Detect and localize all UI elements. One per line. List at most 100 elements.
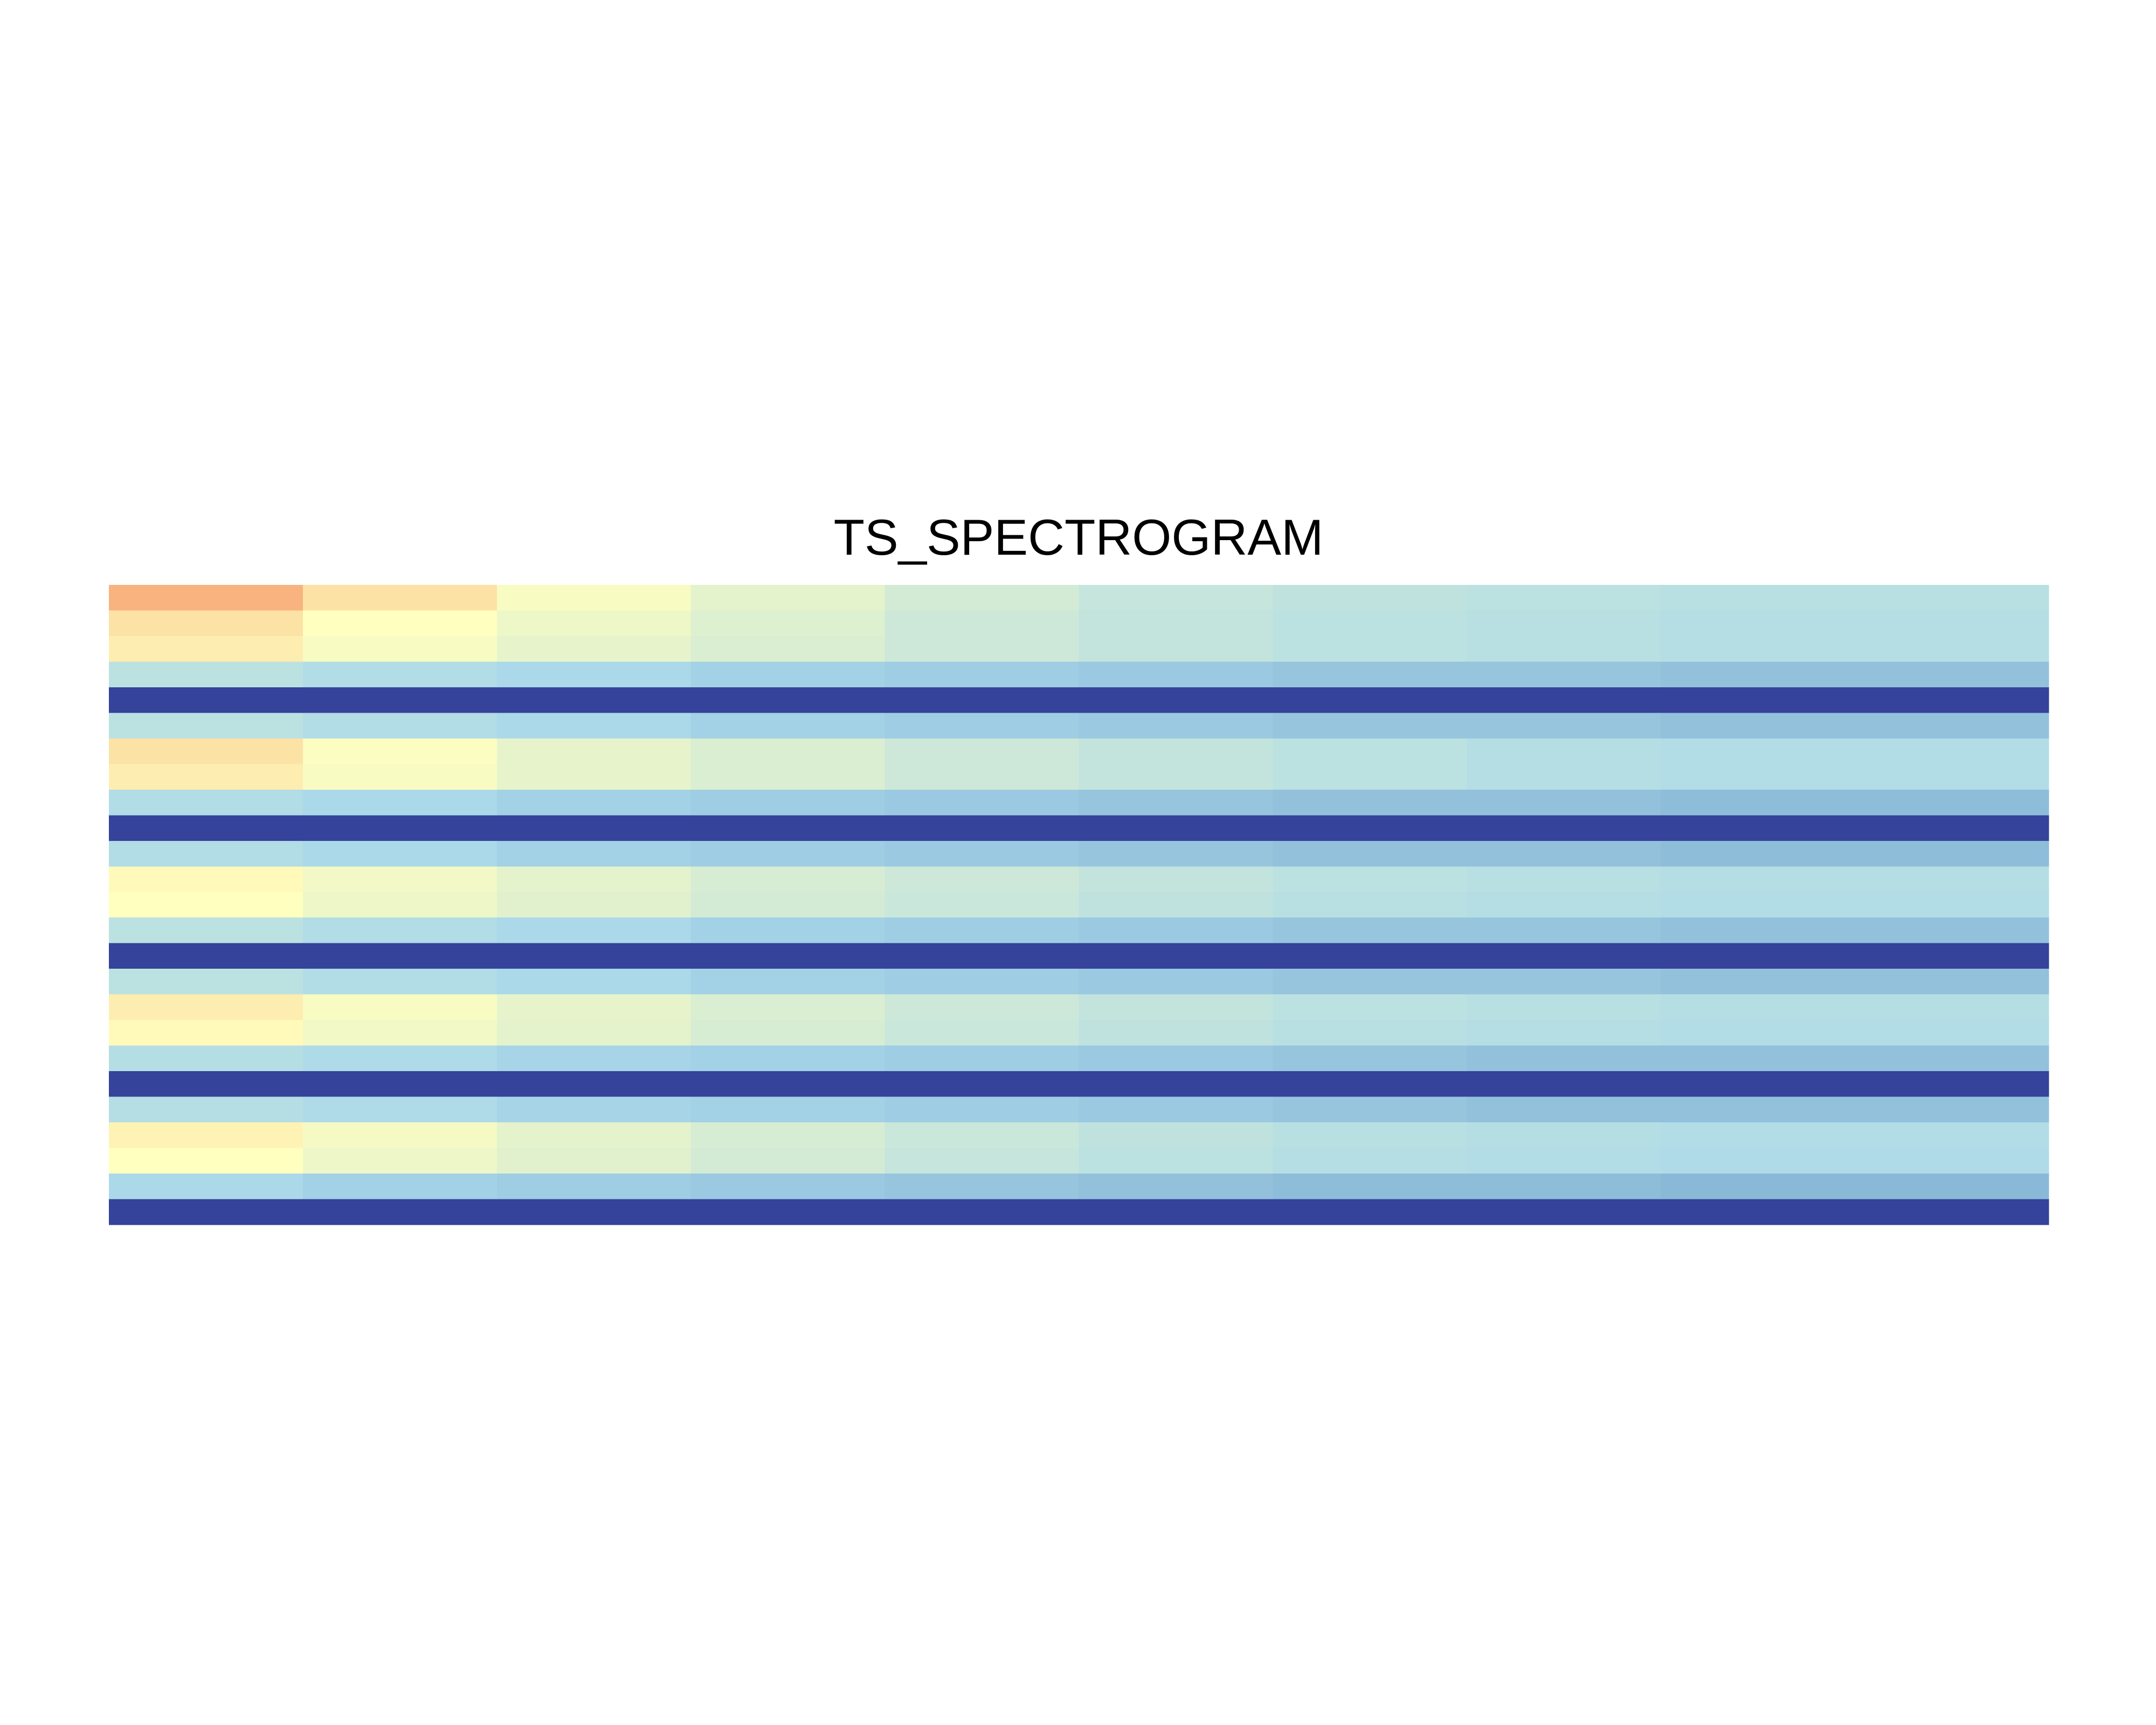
heatmap-cell	[109, 892, 303, 918]
heatmap-cell	[1079, 713, 1273, 739]
heatmap-cell	[496, 1122, 692, 1149]
heatmap-cell	[496, 1174, 692, 1200]
heatmap-cell	[884, 610, 1079, 637]
heatmap-cell	[109, 789, 303, 816]
heatmap-cell	[496, 687, 692, 713]
heatmap-cell	[1467, 636, 1661, 662]
heatmap-cell	[1273, 892, 1467, 918]
heatmap-cell	[884, 1199, 1079, 1225]
heatmap-cell	[1661, 815, 1855, 841]
heatmap-cell	[690, 585, 886, 611]
heatmap-cell	[884, 1020, 1079, 1046]
heatmap-cell	[1079, 1148, 1273, 1174]
heatmap-cell	[496, 943, 692, 969]
heatmap-cell	[884, 1071, 1079, 1098]
heatmap-cell	[1467, 764, 1661, 790]
heatmap-cell	[496, 917, 692, 944]
heatmap-cell	[1273, 1174, 1467, 1200]
heatmap-cell	[1467, 917, 1661, 944]
heatmap-cell	[690, 764, 886, 790]
heatmap-cell	[1467, 1148, 1661, 1174]
heatmap-cell	[1855, 1020, 2049, 1046]
heatmap-cell	[1855, 738, 2049, 764]
heatmap-cell	[302, 585, 497, 611]
heatmap-cell	[1855, 1096, 2049, 1123]
heatmap-cell	[1079, 636, 1273, 662]
heatmap-cell	[1467, 815, 1661, 841]
heatmap-cell	[1273, 815, 1467, 841]
heatmap-cell	[1079, 1071, 1273, 1098]
heatmap-cell	[884, 764, 1079, 790]
heatmap-cell	[496, 1096, 692, 1123]
heatmap-cell	[1273, 661, 1467, 688]
heatmap-cell	[1855, 1071, 2049, 1098]
heatmap-cell	[1273, 687, 1467, 713]
heatmap-cell	[302, 1071, 497, 1098]
heatmap-cell	[1661, 1096, 1855, 1123]
heatmap-cell	[690, 866, 886, 893]
heatmap-cell	[1273, 585, 1467, 611]
heatmap-cell	[1661, 866, 1855, 893]
heatmap-cell	[302, 764, 497, 790]
heatmap-cell	[109, 866, 303, 893]
heatmap-cell	[690, 687, 886, 713]
heatmap-cell	[690, 1020, 886, 1046]
heatmap-cell	[1273, 738, 1467, 764]
heatmap-cell	[1273, 610, 1467, 637]
heatmap-cell	[1855, 994, 2049, 1020]
heatmap-cell	[884, 840, 1079, 867]
heatmap-cell	[1467, 1199, 1661, 1225]
heatmap-cell	[109, 636, 303, 662]
heatmap-cell	[1273, 1148, 1467, 1174]
heatmap-cell	[1661, 840, 1855, 867]
heatmap-cell	[884, 917, 1079, 944]
heatmap-cell	[1855, 764, 2049, 790]
heatmap-cell	[1855, 917, 2049, 944]
heatmap-cell	[302, 738, 497, 764]
heatmap-cell	[302, 866, 497, 893]
chart-title: TS_SPECTROGRAM	[834, 509, 1324, 565]
heatmap-cell	[302, 1096, 497, 1123]
heatmap-cell	[1079, 892, 1273, 918]
heatmap-cell	[109, 1148, 303, 1174]
heatmap-cell	[109, 1096, 303, 1123]
heatmap-cell	[1855, 969, 2049, 995]
heatmap-cell	[496, 994, 692, 1020]
heatmap-cell	[1661, 610, 1855, 637]
heatmap-cell	[884, 661, 1079, 688]
heatmap-cell	[302, 1174, 497, 1200]
heatmap-cell	[302, 1199, 497, 1225]
heatmap-cell	[1855, 687, 2049, 713]
heatmap-cell	[1661, 789, 1855, 816]
heatmap-cell	[690, 994, 886, 1020]
heatmap-cell	[1661, 687, 1855, 713]
heatmap-cell	[1467, 738, 1661, 764]
heatmap-cell	[496, 969, 692, 995]
heatmap-cell	[109, 815, 303, 841]
heatmap-cell	[109, 1020, 303, 1046]
heatmap-cell	[109, 1045, 303, 1072]
heatmap-cell	[302, 789, 497, 816]
heatmap-cell	[1273, 764, 1467, 790]
heatmap-cell	[496, 892, 692, 918]
heatmap-cell	[109, 917, 303, 944]
heatmap-cell	[1467, 1122, 1661, 1149]
heatmap-cell	[1855, 943, 2049, 969]
heatmap-cell	[1855, 1045, 2049, 1072]
heatmap-cell	[884, 943, 1079, 969]
heatmap-cell	[1079, 661, 1273, 688]
heatmap-cell	[302, 610, 497, 637]
heatmap-cell	[1855, 1122, 2049, 1149]
heatmap-cell	[1079, 994, 1273, 1020]
heatmap-cell	[1079, 917, 1273, 944]
heatmap-cell	[109, 764, 303, 790]
heatmap-cell	[1467, 585, 1661, 611]
heatmap-cell	[884, 815, 1079, 841]
heatmap-cell	[884, 969, 1079, 995]
heatmap-cell	[302, 969, 497, 995]
heatmap-cell	[496, 585, 692, 611]
heatmap-cell	[109, 1174, 303, 1200]
heatmap-cell	[1273, 1020, 1467, 1046]
